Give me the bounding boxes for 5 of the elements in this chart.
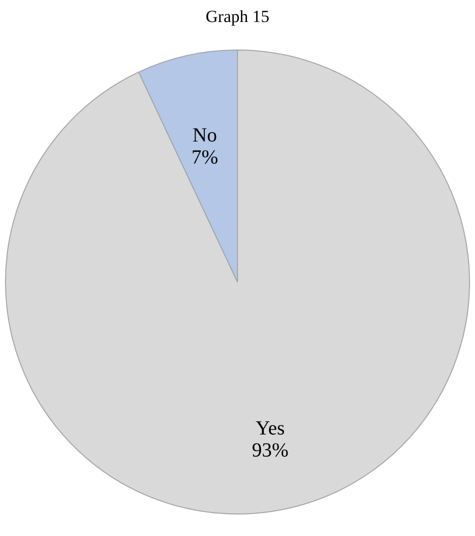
slice-label: No [192,124,218,147]
data-label: 93% [252,439,289,462]
chart-title: Graph 15 [206,7,270,26]
slice-label: Yes [256,417,285,440]
data-label: 7% [191,146,218,169]
